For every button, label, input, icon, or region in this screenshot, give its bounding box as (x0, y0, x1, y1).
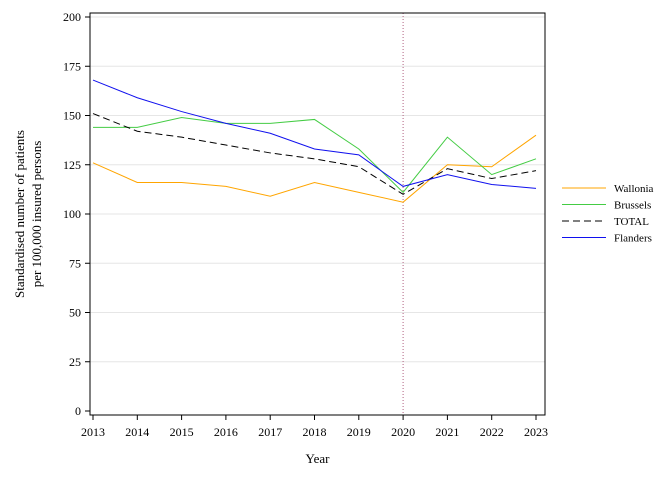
y-tick-label: 50 (69, 306, 81, 320)
legend-label-flanders: Flanders (614, 233, 652, 245)
y-tick-label: 25 (69, 355, 81, 369)
y-tick-label: 0 (75, 404, 81, 418)
series-group (92, 79, 537, 203)
x-tick-label: 2014 (125, 425, 149, 439)
x-tick-label: 2021 (435, 425, 459, 439)
gridlines (90, 16, 545, 363)
legend-label-brussels: Brussels (614, 200, 651, 212)
x-tick-label: 2020 (391, 425, 415, 439)
legend-label-wallonia: Wallonia (614, 183, 654, 195)
legend-label-total: TOTAL (614, 216, 649, 228)
x-tick-label: 2023 (524, 425, 548, 439)
series-line-flanders (92, 79, 537, 189)
x-axis: 2013 2014 2015 2016 2017 2018 2019 2020 2021 2022… (81, 415, 548, 439)
y-tick-label: 75 (69, 256, 81, 270)
y-tick-label: 125 (63, 158, 81, 172)
y-axis-label-line-1: Standardised number of patients (12, 130, 27, 298)
y-tick-label: 200 (63, 10, 81, 24)
series-line-total (92, 113, 537, 195)
legend: Wallonia Brussels TOTAL Flanders (562, 183, 654, 245)
x-axis-label: Year (306, 451, 331, 466)
y-axis-label-line-2: per 100,000 insured persons (29, 141, 44, 288)
x-tick-label: 2016 (214, 425, 238, 439)
x-tick-label: 2013 (81, 425, 105, 439)
y-axis: 0 25 50 75 100 125 150 175 200 (63, 10, 90, 418)
x-tick-label: 2018 (303, 425, 327, 439)
series-line-wallonia (92, 134, 537, 203)
series-line-brussels (93, 116, 537, 194)
x-tick-label: 2019 (347, 425, 371, 439)
y-tick-label: 175 (63, 59, 81, 73)
x-tick-label: 2017 (258, 425, 282, 439)
y-tick-label: 150 (63, 109, 81, 123)
x-tick-label: 2022 (480, 425, 504, 439)
x-tick-label: 2015 (170, 425, 194, 439)
y-tick-label: 100 (63, 207, 81, 221)
